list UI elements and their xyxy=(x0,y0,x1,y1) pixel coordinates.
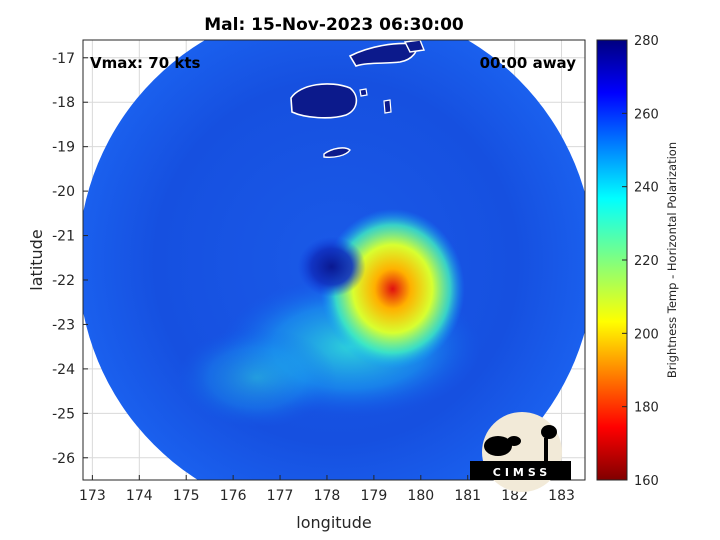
x-tick-label: 176 xyxy=(220,488,247,504)
x-tick-label: 183 xyxy=(548,488,575,504)
y-axis-label: latitude xyxy=(27,229,46,290)
axes-frame xyxy=(82,39,586,481)
colorbar: 160 180 200 220 240 260 280 Brightness Temp - … xyxy=(596,34,679,489)
colorbar-ticks: 160 180 200 220 240 260 280 xyxy=(622,34,659,489)
x-axis-label: longitude xyxy=(296,513,371,532)
island-viti-levu xyxy=(290,83,358,119)
time-away-annotation: 00:00 away xyxy=(480,54,577,72)
colorbar-tick-label: 240 xyxy=(634,181,659,196)
y-tick-label: -23 xyxy=(52,317,75,333)
y-tick-label: -19 xyxy=(52,140,75,156)
colorbar-tick-label: 280 xyxy=(634,34,659,49)
y-tick-label: -26 xyxy=(52,451,75,467)
island-taveuni xyxy=(403,40,425,53)
y-axis-ticks: -17 -18 -19 -20 -21 -22 -23 -24 -25 -26 xyxy=(52,51,88,467)
y-tick-label: -22 xyxy=(52,273,75,289)
colorbar-tick-label: 160 xyxy=(634,474,659,489)
y-tick-label: -24 xyxy=(52,362,75,378)
x-tick-label: 181 xyxy=(454,488,481,504)
y-tick-label: -17 xyxy=(52,51,75,67)
colorbar-tick-label: 200 xyxy=(634,327,659,342)
y-tick-label: -21 xyxy=(52,229,75,245)
x-tick-label: 175 xyxy=(173,488,200,504)
chart-title: Mal: 15-Nov-2023 06:30:00 xyxy=(204,15,464,35)
colorbar-tick-label: 180 xyxy=(634,401,659,416)
cimss-logo-text: CIMSS xyxy=(493,466,551,479)
x-tick-label: 179 xyxy=(361,488,388,504)
y-tick-label: -20 xyxy=(52,184,75,200)
vmax-annotation: Vmax: 70 kts xyxy=(90,54,200,72)
island-kadavu xyxy=(323,147,351,158)
island-ovalau xyxy=(359,88,368,97)
colorbar-tick-label: 260 xyxy=(634,107,659,122)
y-tick-label: -25 xyxy=(52,406,75,422)
x-tick-label: 177 xyxy=(267,488,294,504)
x-axis-ticks: 173 174 175 176 177 178 179 180 181 182 183 xyxy=(79,475,575,504)
microwave-swath xyxy=(83,40,585,480)
x-tick-label: 180 xyxy=(407,488,434,504)
colorbar-tick-label: 220 xyxy=(634,254,659,269)
rainband-west xyxy=(176,327,337,428)
x-tick-label: 178 xyxy=(314,488,341,504)
island-vanua-levu xyxy=(348,42,418,67)
colorbar-label: Brightness Temp - Horizontal Polarizatio… xyxy=(665,142,679,378)
x-tick-label: 174 xyxy=(126,488,153,504)
y-tick-label: -18 xyxy=(52,95,75,111)
cimss-logo: CIMSS xyxy=(470,412,571,492)
x-tick-label: 182 xyxy=(501,488,528,504)
island-lau xyxy=(383,99,392,114)
storm-eye xyxy=(297,236,366,297)
x-tick-label: 173 xyxy=(79,488,106,504)
